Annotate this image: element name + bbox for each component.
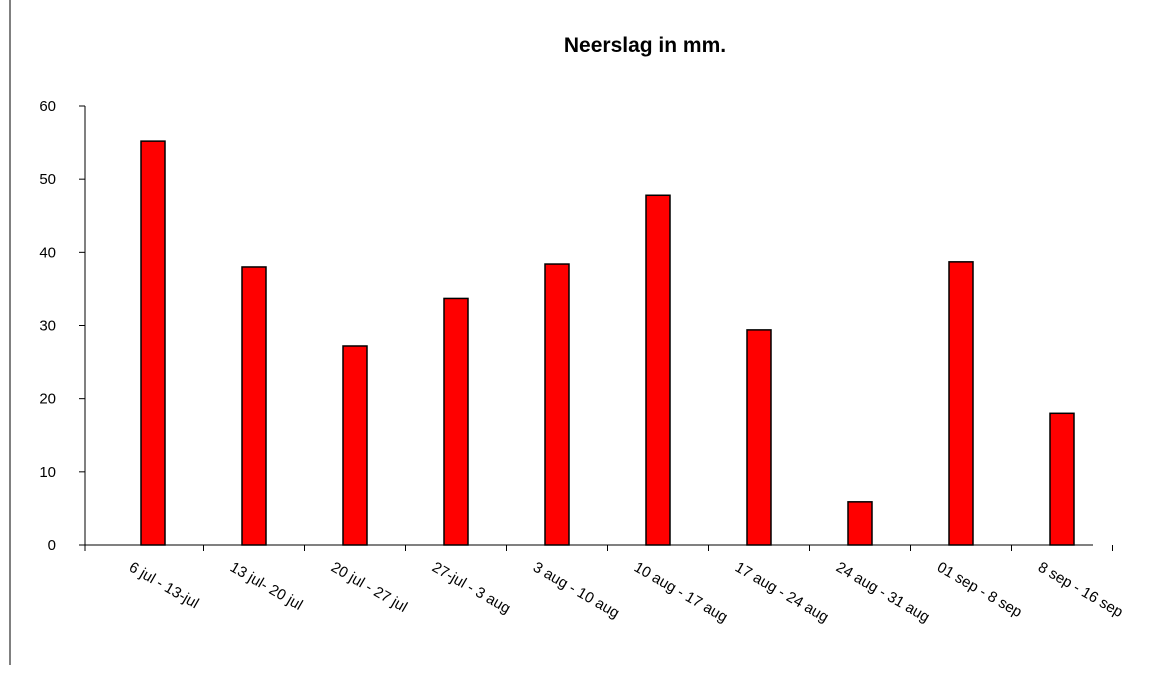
bar [645,194,671,546]
x-tick-label: 20 jul - 27 jul [328,559,410,616]
x-tick-label: 10 aug - 17 aug [631,559,731,626]
y-tick-label: 30 [39,318,56,335]
chart-title: Neerslag in mm. [564,34,726,57]
y-tick-label: 50 [39,171,56,188]
bar [140,140,166,546]
bar [1049,412,1075,546]
y-tick-label: 60 [39,98,56,115]
x-tick-label: 6 jul - 13-jul [126,559,202,612]
x-tick-label: 3 aug - 10 aug [530,559,622,622]
y-tick-label: 40 [39,244,56,261]
bar [342,345,368,546]
bar [746,329,772,546]
y-tick-label: 0 [48,537,56,554]
bar [847,501,873,546]
x-tick-label: 01 sep - 8 sep [934,559,1025,621]
x-tick-label: 27-jul - 3 aug [429,559,513,618]
bar [443,297,469,546]
bar [544,263,570,546]
x-tick-label: 8 sep - 16 sep [1035,559,1126,621]
bar [241,266,267,546]
x-tick-label: 13 jul- 20 jul [227,559,306,614]
x-tick-label: 24 aug - 31 aug [833,559,933,626]
y-tick-label: 10 [39,464,56,481]
y-tick-label: 20 [39,391,56,408]
bar [948,261,974,546]
x-tick-label: 17 aug - 24 aug [732,559,832,626]
